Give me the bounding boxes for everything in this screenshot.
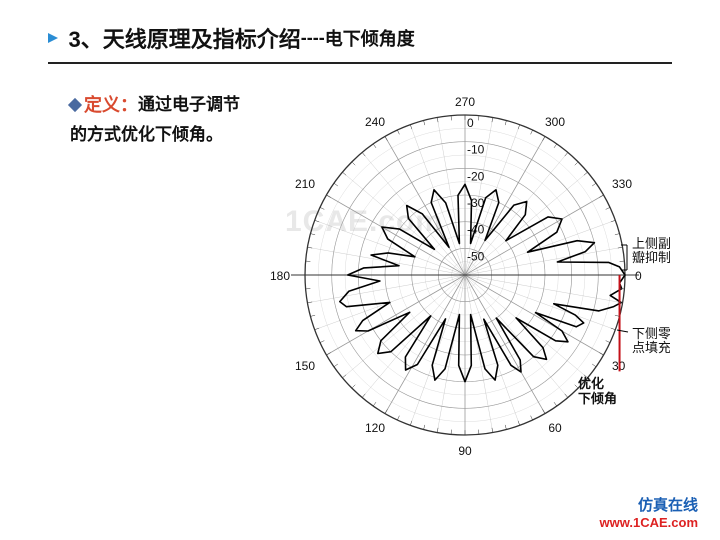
- section-number: 3、: [68, 27, 102, 52]
- svg-text:0: 0: [635, 269, 642, 283]
- svg-text:180: 180: [270, 269, 290, 283]
- footer-brand: 仿真在线: [600, 494, 698, 515]
- svg-text:-50: -50: [467, 249, 485, 263]
- svg-text:-20: -20: [467, 169, 485, 183]
- svg-text:上侧副: 上侧副: [632, 236, 670, 251]
- definition-text-1: 通过电子调节: [138, 95, 240, 114]
- svg-text:210: 210: [295, 177, 315, 191]
- definition-text-2: 的方式优化下倾角。: [70, 125, 223, 144]
- footer: 仿真在线 www.1CAE.com: [600, 494, 698, 530]
- arrow-bullet-icon: [48, 33, 58, 43]
- svg-text:优化: 优化: [578, 376, 604, 391]
- svg-text:270: 270: [455, 95, 475, 109]
- polar-chart: 03060901201501802102402703003300-10-20-3…: [260, 70, 670, 480]
- svg-text:150: 150: [295, 359, 315, 373]
- svg-text:-10: -10: [467, 143, 485, 157]
- slide-header: 3、天线原理及指标介绍----电下倾角度: [48, 22, 672, 64]
- definition-label: 定义：: [84, 95, 138, 115]
- polar-svg: 03060901201501802102402703003300-10-20-3…: [260, 70, 670, 480]
- svg-text:0: 0: [467, 116, 474, 130]
- diamond-bullet-icon: [68, 98, 82, 112]
- title-sub: 电下倾角度: [325, 29, 415, 49]
- svg-text:点填充: 点填充: [632, 340, 670, 355]
- svg-text:300: 300: [545, 115, 565, 129]
- title-divider: [48, 62, 672, 64]
- definition-block: 定义：通过电子调节 的方式优化下倾角。: [70, 90, 260, 149]
- footer-url: www.1CAE.com: [600, 515, 698, 530]
- svg-text:120: 120: [365, 421, 385, 435]
- svg-text:下倾角: 下倾角: [578, 391, 617, 406]
- svg-text:240: 240: [365, 115, 385, 129]
- title-sep: ----: [301, 28, 325, 48]
- svg-text:330: 330: [612, 177, 632, 191]
- svg-text:60: 60: [548, 421, 562, 435]
- title-main: 天线原理及指标介绍: [103, 27, 301, 52]
- svg-text:下侧零: 下侧零: [632, 326, 670, 341]
- svg-text:90: 90: [458, 444, 472, 458]
- svg-text:瓣抑制: 瓣抑制: [632, 250, 670, 265]
